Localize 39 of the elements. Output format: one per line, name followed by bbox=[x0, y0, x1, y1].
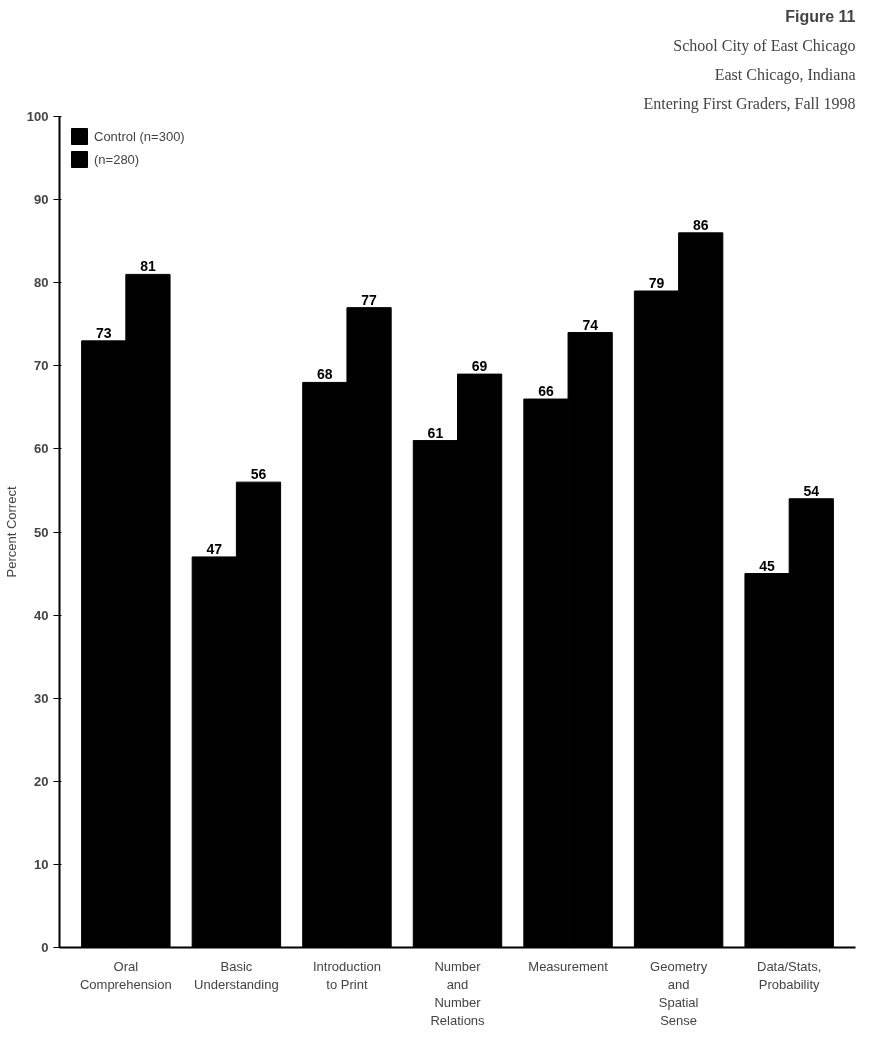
x-tick-label: Geometry and Spatial Sense bbox=[650, 958, 708, 1028]
y-tick-label: 30 bbox=[34, 690, 49, 706]
data-label: 74 bbox=[582, 316, 599, 333]
data-label: 81 bbox=[140, 258, 156, 275]
data-label: 79 bbox=[648, 275, 665, 292]
y-tick-label: 40 bbox=[34, 607, 49, 623]
y-tick-label: 0 bbox=[41, 940, 49, 955]
data-label: 69 bbox=[471, 358, 488, 375]
x-tick-label: Oral Comprehension bbox=[79, 958, 172, 992]
data-label: 66 bbox=[538, 383, 554, 400]
text: Entering First Graders, Fall 1998 bbox=[643, 94, 856, 113]
y-axis-title: Percent Correct bbox=[3, 486, 19, 578]
legend-label: (n=280) bbox=[94, 151, 140, 167]
x-tick-label: Number and Number Relations bbox=[430, 958, 486, 1028]
y-tick-label: 100 bbox=[26, 109, 49, 124]
x-tick-label: Basic Understanding bbox=[194, 958, 279, 992]
y-tick-label: 20 bbox=[34, 773, 49, 789]
data-label: 68 bbox=[317, 366, 333, 383]
y-tick-label: 80 bbox=[34, 275, 49, 291]
text: School City of East Chicago bbox=[673, 36, 856, 55]
data-label: 77 bbox=[361, 291, 378, 308]
x-tick-label: Data/Stats, Probability bbox=[757, 958, 822, 992]
y-tick-label: 60 bbox=[34, 441, 49, 457]
text: East Chicago, Indiana bbox=[714, 65, 856, 84]
y-tick-label: 10 bbox=[34, 856, 49, 872]
y-tick-label: 50 bbox=[34, 524, 49, 540]
data-label: 54 bbox=[803, 482, 820, 499]
y-tick-label: 90 bbox=[34, 192, 49, 208]
data-label: 73 bbox=[95, 324, 112, 341]
x-tick-label: Introduction to Print bbox=[312, 958, 381, 992]
data-label: 47 bbox=[206, 540, 223, 557]
data-label: 86 bbox=[692, 216, 709, 233]
legend-label: Control (n=300) bbox=[94, 128, 185, 144]
chart-title: Figure 11 bbox=[785, 7, 856, 25]
x-tick-label: Measurement bbox=[528, 958, 609, 974]
data-label: 56 bbox=[250, 466, 267, 483]
y-tick-label: 70 bbox=[34, 358, 49, 374]
data-label: 45 bbox=[759, 557, 776, 574]
data-label: 61 bbox=[427, 424, 444, 441]
